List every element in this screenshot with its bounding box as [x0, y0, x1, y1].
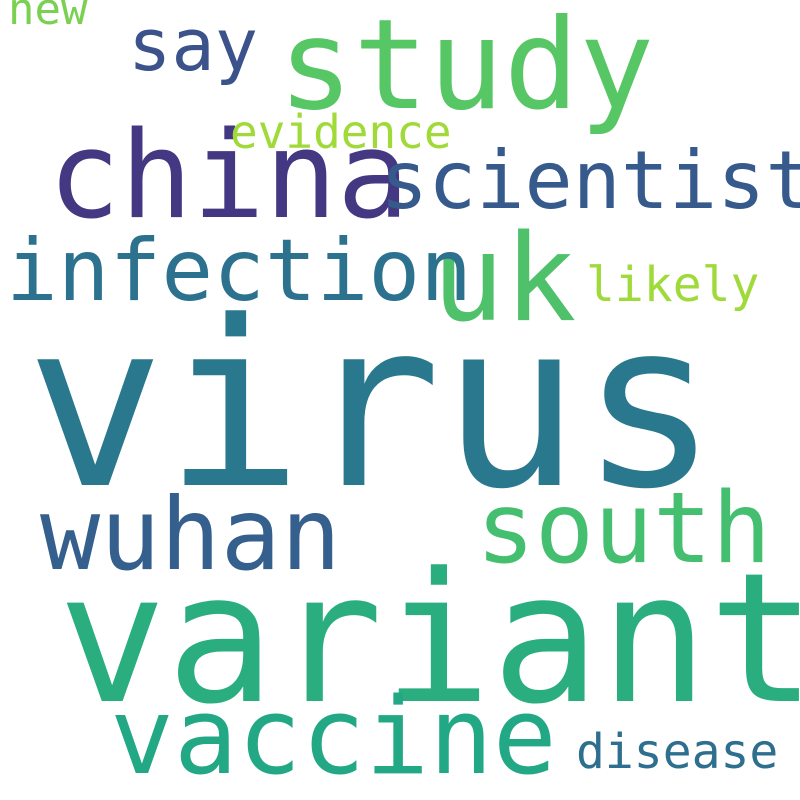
- word-vaccine: vaccine: [110, 675, 557, 798]
- word-virus: virus: [26, 273, 719, 540]
- word-study: study: [278, 0, 655, 138]
- word-variant: variant: [58, 535, 800, 744]
- word-disease: disease: [576, 724, 779, 780]
- word-infection: infection: [6, 221, 472, 321]
- word-wuhan: wuhan: [40, 476, 342, 593]
- word-say: say: [128, 3, 259, 87]
- word-south: south: [476, 472, 772, 586]
- word-scientist: scientist: [380, 134, 800, 227]
- word-evidence: evidence: [230, 105, 452, 159]
- word-china: china: [48, 107, 410, 246]
- word-uk: uk: [432, 210, 577, 349]
- word-likely: likely: [586, 257, 760, 313]
- word-new: new: [8, 0, 88, 35]
